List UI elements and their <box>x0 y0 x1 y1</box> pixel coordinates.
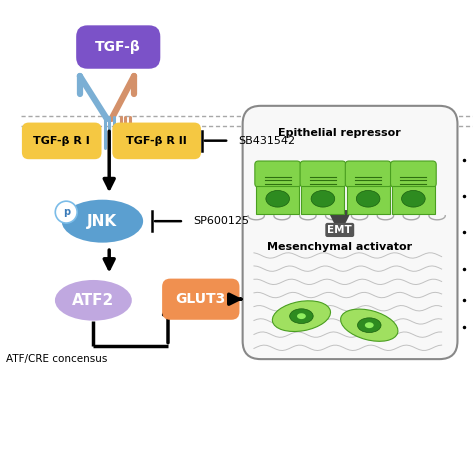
Text: TGF-β R II: TGF-β R II <box>126 136 187 146</box>
Ellipse shape <box>266 191 290 207</box>
Text: ATF2: ATF2 <box>72 293 115 308</box>
Text: Epithelial repressor: Epithelial repressor <box>278 128 401 138</box>
Ellipse shape <box>365 322 374 328</box>
Bar <box>301 186 345 214</box>
Ellipse shape <box>290 309 313 323</box>
Text: p: p <box>63 207 70 217</box>
Ellipse shape <box>341 309 398 341</box>
Ellipse shape <box>297 313 306 319</box>
Ellipse shape <box>356 191 380 207</box>
FancyBboxPatch shape <box>391 161 436 187</box>
Ellipse shape <box>62 200 143 243</box>
Text: TGF-β R I: TGF-β R I <box>33 136 90 146</box>
FancyBboxPatch shape <box>300 161 346 187</box>
Bar <box>256 186 299 214</box>
FancyBboxPatch shape <box>22 123 101 159</box>
FancyBboxPatch shape <box>162 279 239 320</box>
Text: SB431542: SB431542 <box>238 136 295 146</box>
Ellipse shape <box>401 191 425 207</box>
Text: GLUT3: GLUT3 <box>176 292 226 306</box>
Ellipse shape <box>311 191 335 207</box>
FancyBboxPatch shape <box>76 25 160 69</box>
Bar <box>392 186 435 214</box>
FancyBboxPatch shape <box>243 106 457 359</box>
FancyBboxPatch shape <box>255 161 301 187</box>
Bar <box>346 186 390 214</box>
FancyBboxPatch shape <box>345 161 391 187</box>
Ellipse shape <box>273 301 330 331</box>
Text: ATF/CRE concensus: ATF/CRE concensus <box>7 354 108 364</box>
Text: EMT: EMT <box>328 225 352 235</box>
Text: SP600125: SP600125 <box>193 216 249 226</box>
Ellipse shape <box>55 201 77 223</box>
Text: JNK: JNK <box>87 214 118 228</box>
Text: Mesenchymal activator: Mesenchymal activator <box>267 242 412 252</box>
Text: TGF-β: TGF-β <box>95 40 141 54</box>
Ellipse shape <box>55 280 132 321</box>
Ellipse shape <box>357 318 381 333</box>
FancyBboxPatch shape <box>112 123 201 159</box>
